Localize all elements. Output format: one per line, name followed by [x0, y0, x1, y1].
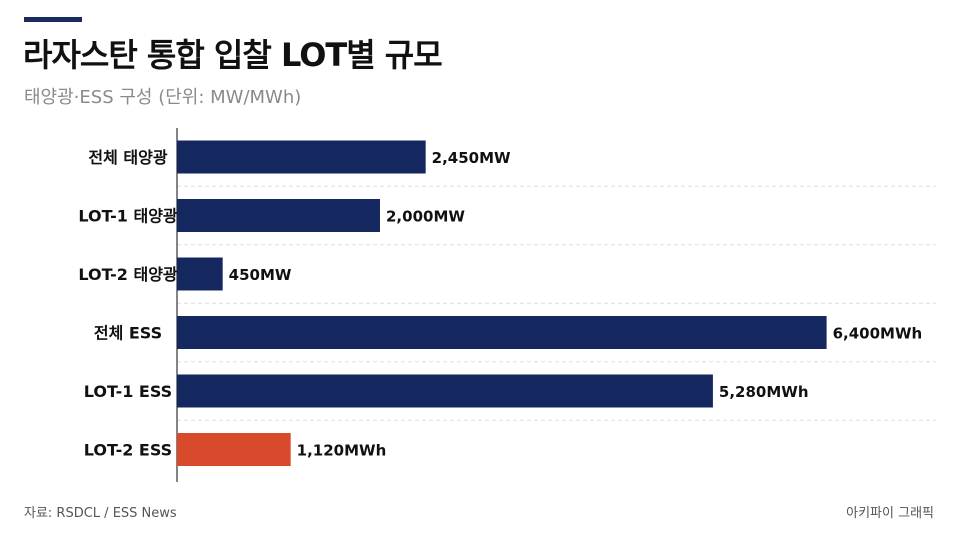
category-label: LOT-1 ESS [84, 382, 172, 401]
data-label: 2,000MW [386, 208, 465, 226]
bar [177, 316, 827, 349]
bar [177, 374, 713, 408]
bar [177, 199, 380, 232]
bar [177, 433, 291, 466]
data-label: 5,280MWh [719, 383, 809, 401]
category-label: 전체 태양광 [88, 148, 167, 167]
data-label: 6,400MWh [833, 325, 923, 343]
chart-subtitle: 태양광·ESS 구성 (단위: MW/MWh) [24, 87, 302, 108]
data-label: 2,450MW [432, 149, 511, 167]
data-label: 1,120MWh [297, 442, 387, 460]
title-accent-bar [24, 17, 82, 22]
data-label: 450MW [229, 266, 292, 284]
category-label: 전체 ESS [94, 324, 162, 343]
category-label: LOT-1 태양광 [78, 207, 178, 226]
credit-note: 아키파이 그래픽 [846, 506, 934, 521]
source-note: 자료: RSDCL / ESS News [24, 506, 177, 521]
chart-title: 라자스탄 통합 입찰 LOT별 규모 [23, 36, 443, 74]
category-label: LOT-2 태양광 [78, 265, 178, 284]
bar [177, 140, 426, 174]
bar [177, 257, 223, 291]
category-label: LOT-2 ESS [84, 441, 172, 460]
